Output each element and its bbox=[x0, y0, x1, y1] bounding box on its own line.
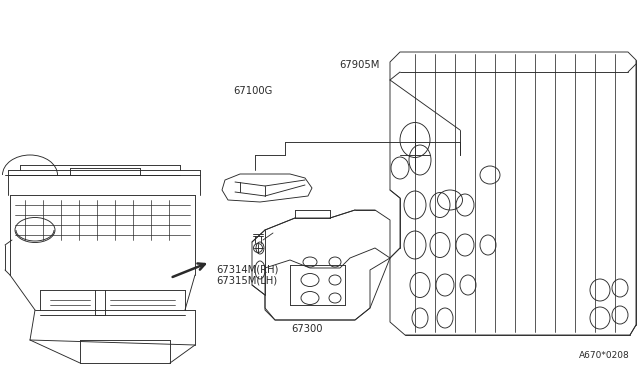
Text: 67905M: 67905M bbox=[339, 60, 380, 70]
Text: 67315M(LH): 67315M(LH) bbox=[216, 276, 278, 286]
Text: 67100G: 67100G bbox=[234, 86, 273, 96]
Text: A670*0208: A670*0208 bbox=[579, 351, 630, 360]
Text: 67314M(RH): 67314M(RH) bbox=[216, 265, 278, 275]
Text: 67300: 67300 bbox=[291, 324, 323, 334]
